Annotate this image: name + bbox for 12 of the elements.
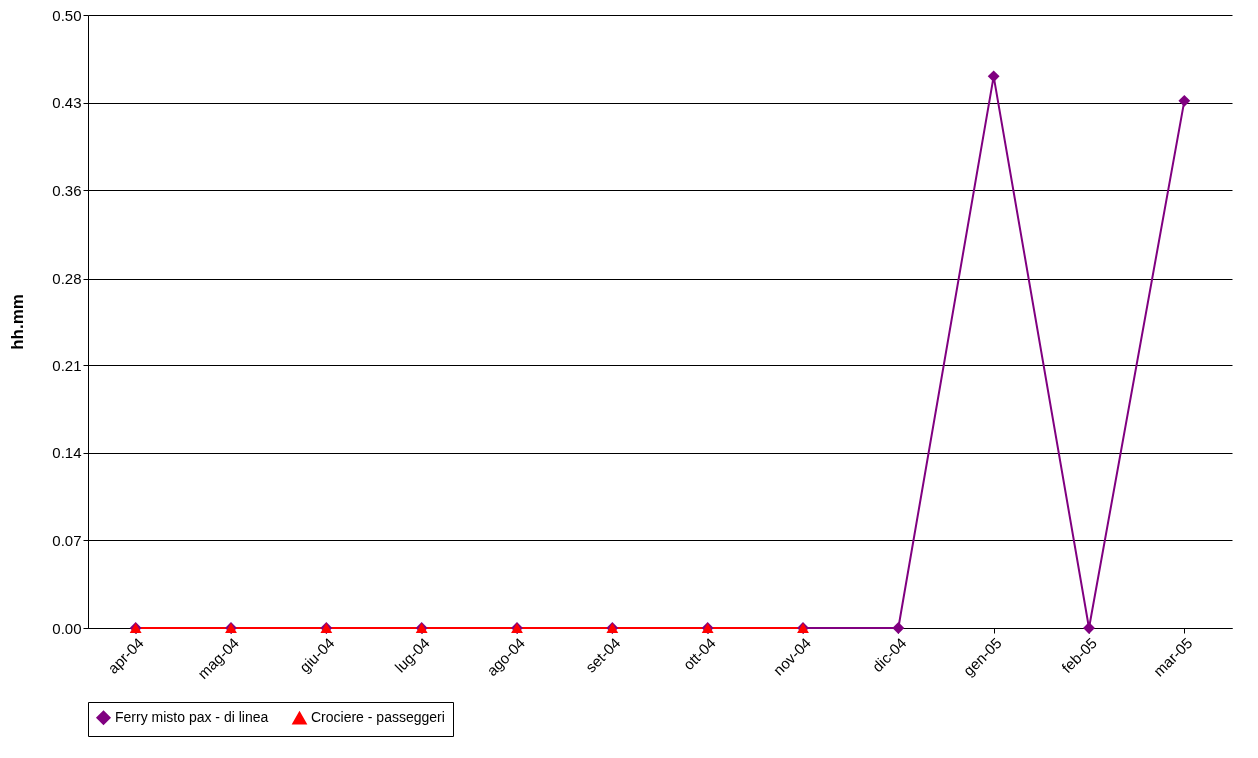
- y-tick-label: 0.28: [52, 270, 82, 288]
- y-tick-label: 0.07: [52, 531, 82, 549]
- y-tick-label: 0.00: [52, 619, 82, 637]
- y-tick-label: 0.36: [52, 181, 82, 199]
- legend-label: Ferry misto pax - di linea: [115, 708, 269, 725]
- y-axis-title: hh.mm: [8, 294, 28, 350]
- y-tick-label: 0.43: [52, 94, 82, 112]
- legend-label: Crociere - passeggeri: [311, 709, 445, 726]
- y-tick-label: 0.50: [52, 6, 82, 24]
- point: [1178, 94, 1191, 107]
- y-tick-label: 0.21: [52, 356, 82, 374]
- y-tick-label: 0.14: [52, 444, 82, 462]
